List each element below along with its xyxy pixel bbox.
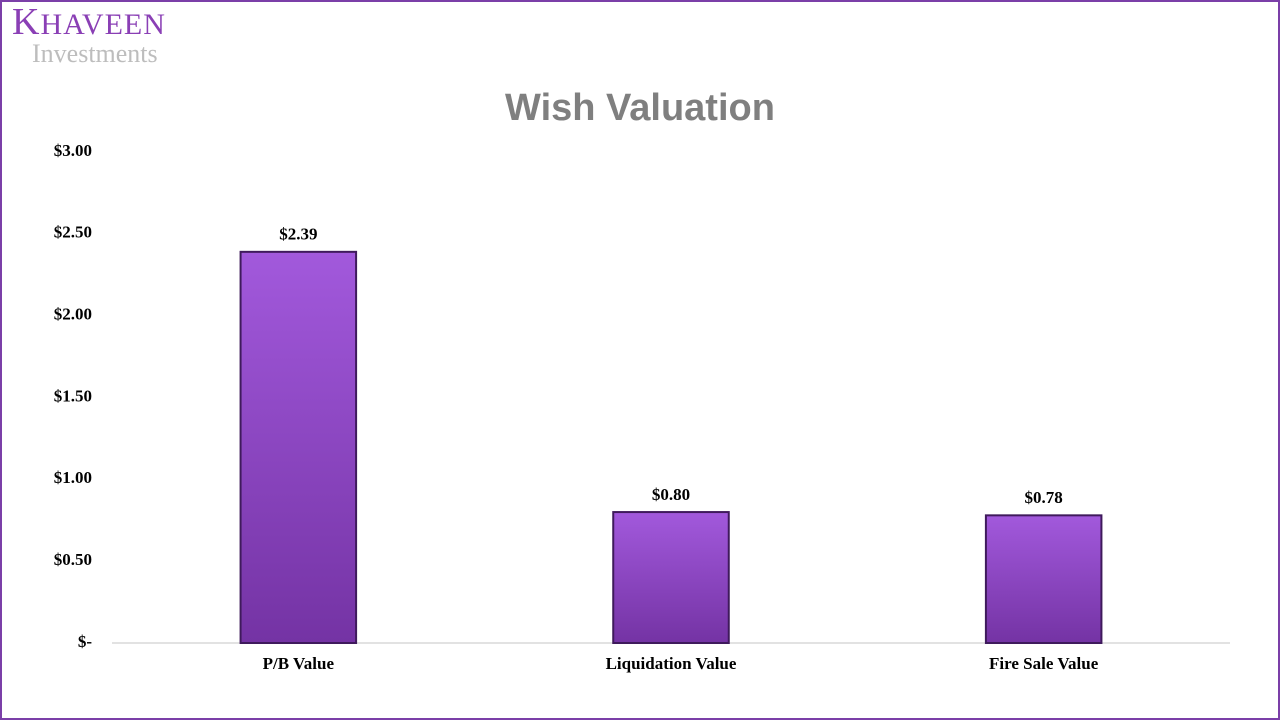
x-tick-label: P/B Value — [263, 654, 335, 673]
value-label: $0.80 — [652, 485, 690, 504]
x-tick-label: Fire Sale Value — [989, 654, 1099, 673]
value-label: $0.78 — [1025, 488, 1063, 507]
bar — [984, 514, 1103, 645]
y-tick-label: $- — [78, 632, 93, 651]
y-tick-label: $2.00 — [54, 305, 92, 324]
bar — [612, 511, 730, 644]
y-tick-label: $1.00 — [54, 468, 92, 487]
logo-tagline: Investments — [32, 39, 158, 68]
chart-title: Wish Valuation — [505, 87, 775, 129]
y-tick-label: $1.50 — [54, 386, 92, 405]
logo: KHAVEEN Investments — [12, 6, 166, 67]
y-tick-label: $3.00 — [54, 141, 92, 160]
x-tick-label: Liquidation Value — [606, 654, 737, 673]
logo-name: KHAVEEN — [12, 1, 166, 43]
y-tick-label: $0.50 — [54, 550, 92, 569]
bar — [239, 250, 358, 644]
y-tick-label: $2.50 — [54, 223, 92, 242]
value-label: $2.39 — [279, 225, 317, 244]
